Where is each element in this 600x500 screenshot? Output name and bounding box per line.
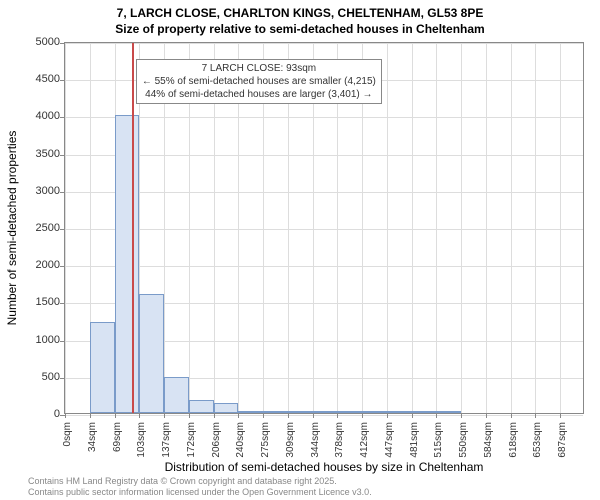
histogram-bar bbox=[313, 411, 338, 413]
y-tick-label: 5000 bbox=[10, 36, 60, 48]
x-tick bbox=[139, 413, 140, 418]
gridline-v bbox=[412, 43, 413, 413]
footer-line1: Contains HM Land Registry data © Crown c… bbox=[28, 476, 372, 487]
x-tick bbox=[90, 413, 91, 418]
x-tick-label: 137sqm bbox=[161, 422, 172, 462]
x-tick-label: 412sqm bbox=[359, 422, 370, 462]
gridline-v bbox=[65, 43, 66, 413]
gridline-h bbox=[65, 117, 583, 118]
property-marker-line bbox=[132, 43, 134, 413]
x-tick-label: 172sqm bbox=[186, 422, 197, 462]
x-tick bbox=[486, 413, 487, 418]
x-tick-label: 378sqm bbox=[334, 422, 345, 462]
gridline-v bbox=[560, 43, 561, 413]
annotation-line2: ← 55% of semi-detached houses are smalle… bbox=[142, 75, 376, 88]
histogram-bar bbox=[412, 411, 437, 413]
x-tick bbox=[387, 413, 388, 418]
histogram-bar bbox=[263, 411, 288, 413]
x-tick bbox=[436, 413, 437, 418]
y-tick-label: 2000 bbox=[10, 259, 60, 271]
gridline-v bbox=[461, 43, 462, 413]
x-tick-label: 309sqm bbox=[285, 422, 296, 462]
x-tick bbox=[164, 413, 165, 418]
x-tick bbox=[65, 413, 66, 418]
x-tick bbox=[560, 413, 561, 418]
gridline-v bbox=[387, 43, 388, 413]
gridline-v bbox=[436, 43, 437, 413]
histogram-bar bbox=[337, 411, 362, 413]
x-tick-label: 447sqm bbox=[384, 422, 395, 462]
x-tick bbox=[461, 413, 462, 418]
histogram-bar bbox=[189, 400, 214, 413]
histogram-bar bbox=[238, 411, 263, 413]
chart-title-address: 7, LARCH CLOSE, CHARLTON KINGS, CHELTENH… bbox=[0, 6, 600, 20]
gridline-v bbox=[511, 43, 512, 413]
plot-area: 7 LARCH CLOSE: 93sqm← 55% of semi-detach… bbox=[64, 42, 584, 414]
chart-subtitle: Size of property relative to semi-detach… bbox=[0, 22, 600, 36]
x-tick-label: 550sqm bbox=[458, 422, 469, 462]
x-axis-label: Distribution of semi-detached houses by … bbox=[64, 460, 584, 474]
x-tick-label: 687sqm bbox=[557, 422, 568, 462]
y-tick-label: 3500 bbox=[10, 148, 60, 160]
y-tick-label: 4000 bbox=[10, 110, 60, 122]
histogram-bar bbox=[164, 377, 189, 413]
histogram-bar bbox=[387, 411, 412, 413]
gridline-h bbox=[65, 229, 583, 230]
x-tick bbox=[214, 413, 215, 418]
x-tick bbox=[189, 413, 190, 418]
gridline-h bbox=[65, 192, 583, 193]
annotation-callout: 7 LARCH CLOSE: 93sqm← 55% of semi-detach… bbox=[136, 59, 382, 104]
y-tick-label: 3000 bbox=[10, 185, 60, 197]
footer-attribution: Contains HM Land Registry data © Crown c… bbox=[28, 476, 372, 498]
footer-line2: Contains public sector information licen… bbox=[28, 487, 372, 498]
annotation-line3: 44% of semi-detached houses are larger (… bbox=[142, 88, 376, 101]
x-tick bbox=[412, 413, 413, 418]
x-tick-label: 206sqm bbox=[211, 422, 222, 462]
x-tick-label: 344sqm bbox=[310, 422, 321, 462]
x-tick-label: 584sqm bbox=[483, 422, 494, 462]
y-tick-label: 1000 bbox=[10, 334, 60, 346]
x-tick-label: 275sqm bbox=[260, 422, 271, 462]
x-tick bbox=[115, 413, 116, 418]
gridline-h bbox=[65, 415, 583, 416]
x-tick-label: 481sqm bbox=[409, 422, 420, 462]
histogram-bar bbox=[90, 322, 115, 413]
x-tick-label: 618sqm bbox=[508, 422, 519, 462]
gridline-h bbox=[65, 266, 583, 267]
x-tick bbox=[238, 413, 239, 418]
x-tick-label: 0sqm bbox=[62, 422, 73, 462]
x-tick-label: 240sqm bbox=[235, 422, 246, 462]
histogram-bar bbox=[115, 115, 140, 413]
y-tick-label: 2500 bbox=[10, 222, 60, 234]
y-tick-label: 4500 bbox=[10, 73, 60, 85]
y-tick-label: 500 bbox=[10, 371, 60, 383]
x-tick bbox=[511, 413, 512, 418]
x-tick bbox=[362, 413, 363, 418]
x-tick bbox=[263, 413, 264, 418]
x-tick bbox=[288, 413, 289, 418]
gridline-v bbox=[486, 43, 487, 413]
gridline-h bbox=[65, 43, 583, 44]
annotation-line1: 7 LARCH CLOSE: 93sqm bbox=[142, 62, 376, 75]
x-tick bbox=[337, 413, 338, 418]
histogram-bar bbox=[362, 411, 387, 413]
histogram-bar bbox=[214, 403, 239, 413]
histogram-bar bbox=[288, 411, 313, 413]
x-tick-label: 515sqm bbox=[433, 422, 444, 462]
property-size-histogram: 7, LARCH CLOSE, CHARLTON KINGS, CHELTENH… bbox=[0, 0, 600, 500]
gridline-h bbox=[65, 155, 583, 156]
x-tick bbox=[313, 413, 314, 418]
y-tick-label: 0 bbox=[10, 408, 60, 420]
histogram-bar bbox=[436, 411, 461, 413]
x-tick bbox=[535, 413, 536, 418]
y-tick-label: 1500 bbox=[10, 296, 60, 308]
histogram-bar bbox=[139, 294, 164, 413]
x-tick-label: 103sqm bbox=[136, 422, 147, 462]
x-tick-label: 34sqm bbox=[87, 422, 98, 462]
gridline-v bbox=[535, 43, 536, 413]
x-tick-label: 653sqm bbox=[532, 422, 543, 462]
x-tick-label: 69sqm bbox=[112, 422, 123, 462]
